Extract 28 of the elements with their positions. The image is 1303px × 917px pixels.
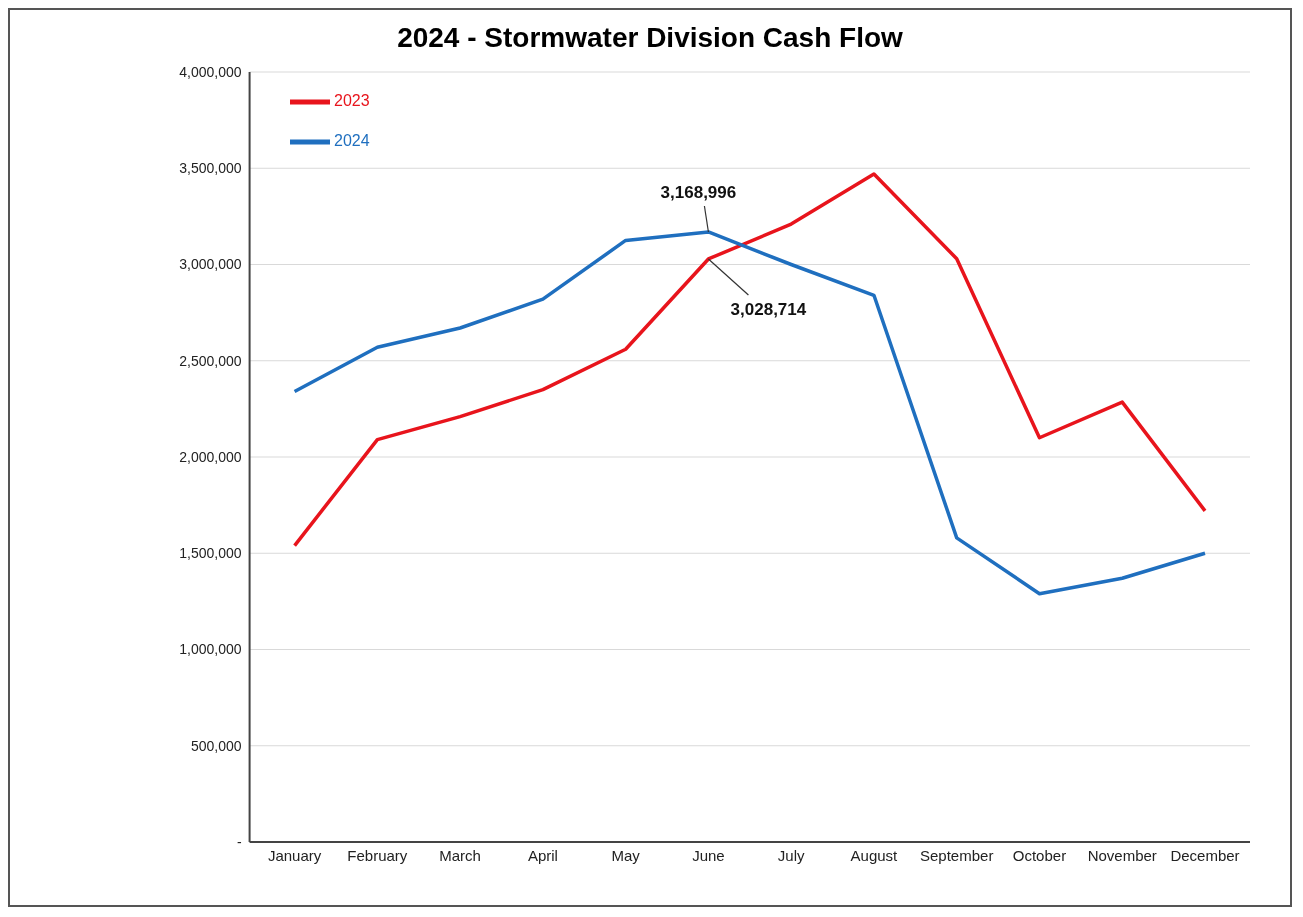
- x-tick-label: January: [267, 846, 322, 864]
- x-tick-label: May: [611, 846, 641, 864]
- y-tick-label: 2,000,000: [179, 448, 242, 465]
- y-tick-label: -: [236, 833, 242, 850]
- x-tick-label: June: [692, 846, 725, 864]
- x-tick-label: February: [347, 846, 408, 864]
- annotation: 3,028,714: [730, 299, 807, 319]
- y-tick-label: 3,500,000: [179, 160, 242, 177]
- x-tick-label: November: [1087, 846, 1157, 864]
- x-tick-label: April: [527, 846, 558, 864]
- x-tick-label: March: [439, 846, 481, 864]
- legend-label: 2023: [334, 92, 370, 110]
- x-tick-label: September: [920, 846, 994, 864]
- x-tick-label: August: [850, 846, 899, 864]
- y-tick-label: 3,000,000: [179, 256, 242, 273]
- y-tick-label: 4,000,000: [179, 63, 242, 80]
- x-tick-label: October: [1012, 846, 1067, 864]
- x-tick-label: July: [777, 846, 806, 864]
- y-tick-label: 500,000: [190, 737, 242, 754]
- legend-label: 2024: [334, 132, 370, 150]
- y-tick-label: 2,500,000: [179, 352, 242, 369]
- y-tick-label: 1,000,000: [179, 641, 242, 658]
- annotation: 3,168,996: [660, 182, 737, 202]
- line-series: [292, 230, 1207, 596]
- line-series: [292, 172, 1207, 548]
- x-tick-label: December: [1170, 846, 1240, 864]
- y-tick-label: 1,500,000: [179, 545, 242, 562]
- chart-title: 2024 - Stormwater Division Cash Flow: [396, 21, 904, 55]
